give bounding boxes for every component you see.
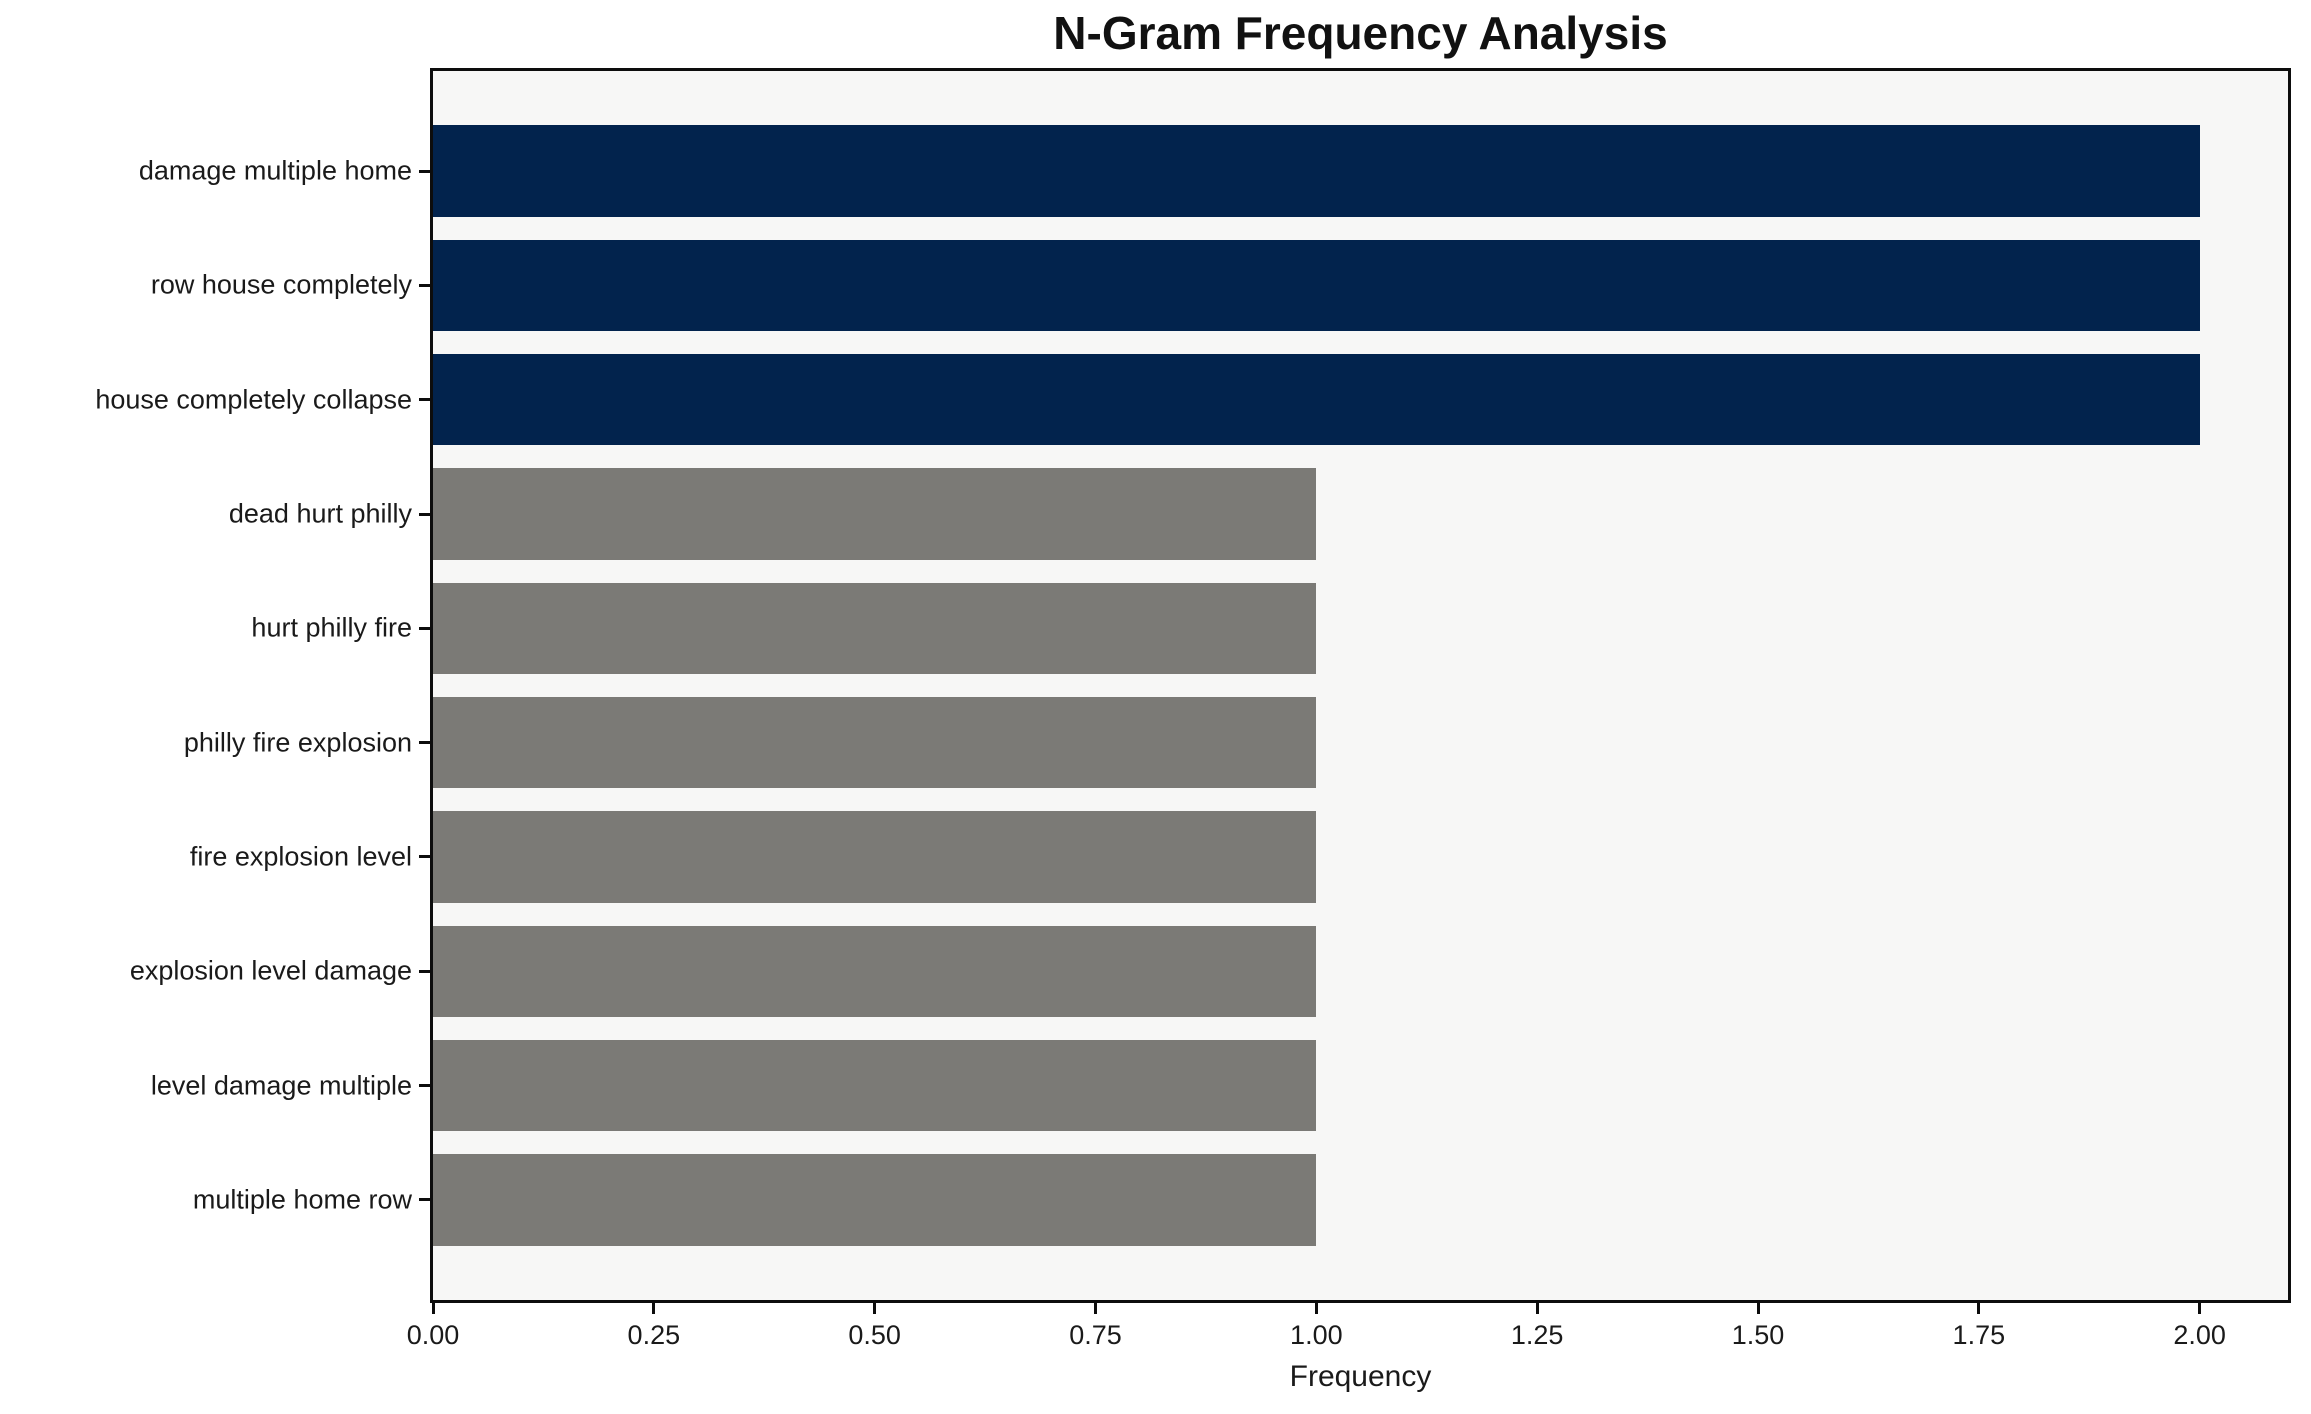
x-tick-mark: [1756, 1303, 1760, 1314]
x-axis-title: Frequency: [1289, 1360, 1432, 1393]
y-tick-mark: [419, 512, 430, 516]
x-tick-mark: [1314, 1303, 1318, 1314]
y-tick-label-level-damage-multiple: level damage multiple: [150, 1070, 412, 1101]
x-tick-label-1.50: 1.50: [1731, 1320, 1785, 1350]
y-tick-label-philly-fire-explosion: philly fire explosion: [183, 727, 412, 758]
y-axis-labels: damage multiple home row house completely…: [0, 68, 412, 1303]
y-tick-label-damage-multiple-home: damage multiple home: [138, 155, 412, 186]
y-tick-mark: [419, 626, 430, 630]
bar-philly-fire-explosion: [433, 696, 1317, 789]
y-tick-mark: [419, 741, 430, 745]
bar-house-completely-collapse: [433, 354, 2200, 446]
x-tick-mark: [2198, 1303, 2202, 1314]
y-tick-mark: [419, 1084, 430, 1088]
x-tick-label-1.00: 1.00: [1290, 1320, 1343, 1350]
y-tick-label-multiple-home-row: multiple home row: [192, 1184, 412, 1215]
y-tick-mark: [419, 398, 430, 402]
y-tick-mark: [419, 1198, 430, 1202]
x-tick-mark: [1535, 1303, 1539, 1314]
bar-hurt-philly-fire: [433, 582, 1317, 675]
y-tick-label-hurt-philly-fire: hurt philly fire: [251, 612, 412, 643]
x-tick-label-0.00: 0.00: [406, 1320, 460, 1350]
y-tick-mark: [419, 969, 430, 973]
bar-level-damage-multiple: [433, 1039, 1317, 1132]
bar-fire-explosion-level: [433, 811, 1317, 903]
y-tick-label-fire-explosion-level: fire explosion level: [189, 841, 412, 872]
x-tick-label-0.50: 0.50: [848, 1320, 901, 1350]
y-tick-label-dead-hurt-philly: dead hurt philly: [228, 498, 412, 529]
bar-explosion-level-damage: [433, 925, 1317, 1017]
x-tick-label-1.75: 1.75: [1952, 1320, 2006, 1350]
y-tick-mark: [419, 283, 430, 287]
plot-area: [430, 68, 2291, 1303]
bar-row-house-completely: [433, 239, 2200, 332]
x-tick-mark: [873, 1303, 877, 1314]
x-tick-label-1.25: 1.25: [1510, 1320, 1564, 1350]
y-tick-mark: [419, 855, 430, 859]
y-tick-label-row-house-completely: row house completely: [150, 269, 412, 300]
bar-multiple-home-row: [433, 1154, 1317, 1246]
x-tick-label-0.75: 0.75: [1069, 1320, 1122, 1350]
x-tick-mark: [652, 1303, 656, 1314]
y-tick-label-explosion-level-damage: explosion level damage: [129, 955, 412, 986]
x-tick-mark: [1977, 1303, 1981, 1314]
bar-dead-hurt-philly: [433, 468, 1317, 560]
y-tick-mark: [419, 169, 430, 173]
bars-layer: [433, 71, 2288, 1300]
chart-title: N-Gram Frequency Analysis: [1053, 7, 1668, 59]
y-tick-label-house-completely-collapse: house completely collapse: [95, 384, 412, 415]
bar-damage-multiple-home: [433, 125, 2200, 217]
x-tick-mark: [431, 1303, 435, 1314]
x-tick-label-0.25: 0.25: [627, 1320, 681, 1350]
x-tick-label-2.00: 2.00: [2173, 1320, 2226, 1350]
x-tick-mark: [1094, 1303, 1097, 1314]
